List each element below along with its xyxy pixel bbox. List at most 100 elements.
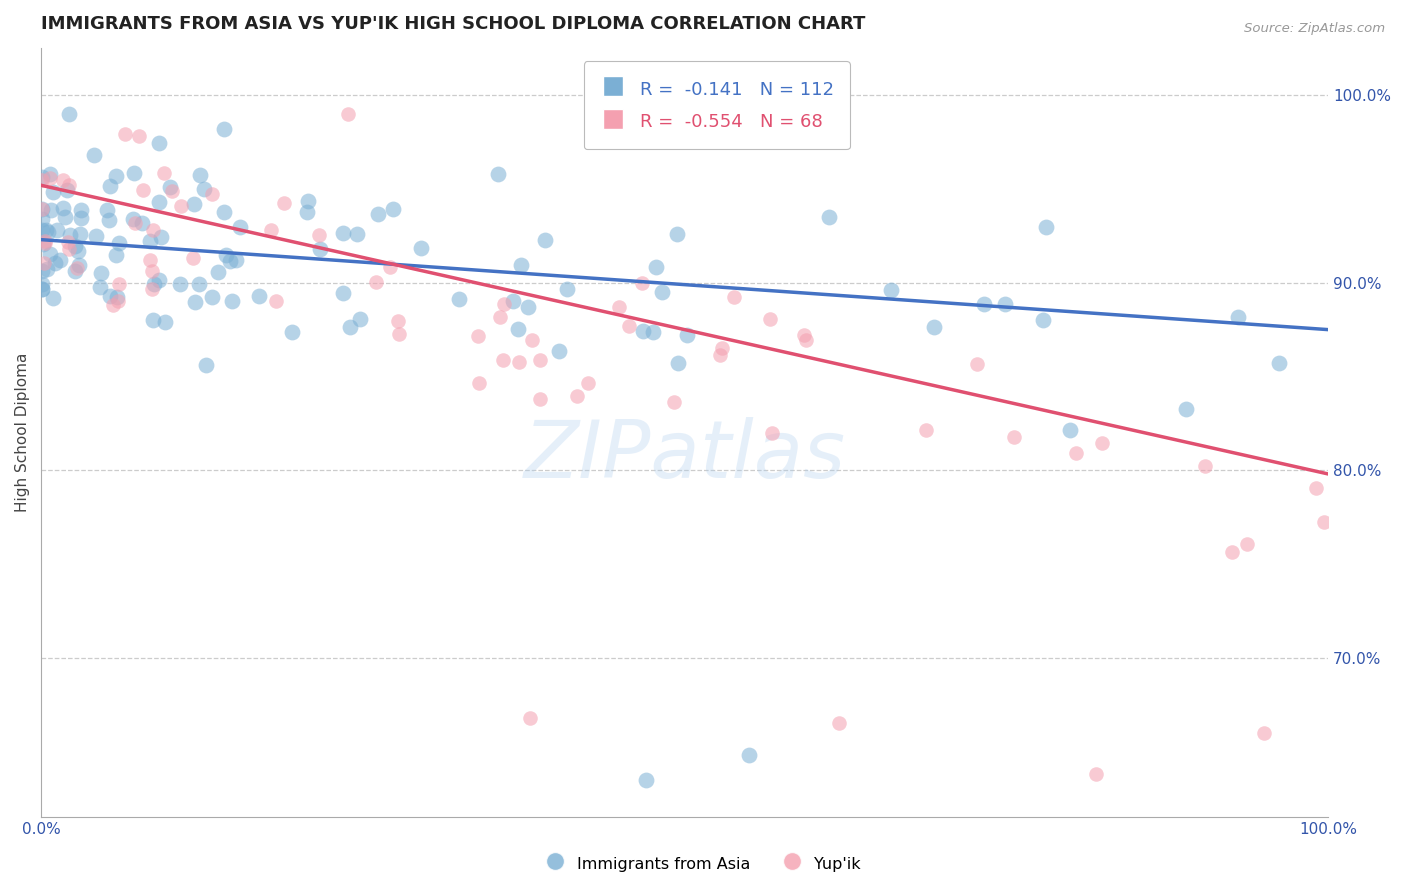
Point xyxy=(63,264,86,278)
Point xyxy=(58,178,80,193)
Point xyxy=(31,223,53,237)
Point xyxy=(31,282,53,296)
Point xyxy=(1085,767,1108,781)
Point xyxy=(214,205,236,219)
Point xyxy=(89,279,111,293)
Point xyxy=(519,711,541,725)
Point xyxy=(309,242,332,256)
Point xyxy=(44,255,66,269)
Point xyxy=(31,282,53,296)
Point xyxy=(486,167,509,181)
Point xyxy=(467,328,489,343)
Point xyxy=(37,225,59,239)
Point xyxy=(39,203,62,218)
Point xyxy=(201,187,224,202)
Point xyxy=(675,327,697,342)
Point xyxy=(229,220,252,235)
Point xyxy=(1313,515,1336,529)
Point xyxy=(759,312,782,326)
Point xyxy=(247,289,270,303)
Point xyxy=(973,297,995,311)
Point xyxy=(104,248,127,262)
Point xyxy=(159,179,181,194)
Point xyxy=(346,227,368,241)
Point xyxy=(548,344,571,359)
Point xyxy=(39,171,62,186)
Point xyxy=(828,716,851,731)
Point xyxy=(1268,356,1291,370)
Point xyxy=(63,239,86,253)
Point xyxy=(1002,430,1025,444)
Point xyxy=(818,211,841,225)
Point xyxy=(1253,725,1275,739)
Legend: R =  -0.141   N = 112, R =  -0.554   N = 68: R = -0.141 N = 112, R = -0.554 N = 68 xyxy=(583,62,849,149)
Point xyxy=(1035,219,1057,234)
Point xyxy=(31,202,53,217)
Point xyxy=(308,227,330,242)
Point xyxy=(55,183,77,197)
Point xyxy=(1305,481,1327,495)
Point xyxy=(187,277,209,291)
Point xyxy=(131,216,153,230)
Point xyxy=(160,184,183,198)
Point xyxy=(143,277,166,291)
Point xyxy=(1031,313,1053,327)
Point xyxy=(447,292,470,306)
Point xyxy=(793,327,815,342)
Point xyxy=(411,241,433,255)
Point xyxy=(557,282,579,296)
Point xyxy=(645,260,668,274)
Point xyxy=(193,182,215,196)
Point xyxy=(66,260,89,275)
Point xyxy=(38,167,60,181)
Point xyxy=(219,254,242,268)
Point xyxy=(492,297,515,311)
Point xyxy=(138,234,160,248)
Point xyxy=(634,772,657,787)
Point xyxy=(67,244,90,258)
Point xyxy=(132,183,155,197)
Point xyxy=(794,333,817,347)
Point xyxy=(529,392,551,406)
Point xyxy=(52,201,75,215)
Point xyxy=(508,355,530,369)
Point xyxy=(69,227,91,242)
Point xyxy=(1091,436,1114,450)
Point xyxy=(58,107,80,121)
Point xyxy=(148,273,170,287)
Point xyxy=(509,258,531,272)
Point xyxy=(153,166,176,180)
Point xyxy=(83,148,105,162)
Point xyxy=(107,293,129,308)
Point xyxy=(387,314,409,328)
Point xyxy=(491,352,513,367)
Point xyxy=(46,223,69,237)
Point xyxy=(643,326,665,340)
Point xyxy=(31,169,53,184)
Point xyxy=(880,283,903,297)
Point xyxy=(332,227,354,241)
Point xyxy=(711,341,734,355)
Point xyxy=(1064,446,1087,460)
Point xyxy=(617,318,640,333)
Point xyxy=(52,173,75,187)
Point xyxy=(188,168,211,182)
Point xyxy=(31,173,53,187)
Point xyxy=(297,194,319,208)
Point xyxy=(349,311,371,326)
Point xyxy=(41,185,63,199)
Point xyxy=(502,294,524,309)
Text: IMMIGRANTS FROM ASIA VS YUP'IK HIGH SCHOOL DIPLOMA CORRELATION CHART: IMMIGRANTS FROM ASIA VS YUP'IK HIGH SCHO… xyxy=(41,15,866,33)
Point xyxy=(631,276,654,290)
Point xyxy=(665,227,688,241)
Point xyxy=(339,320,361,334)
Point xyxy=(39,246,62,260)
Point xyxy=(1194,459,1216,474)
Point xyxy=(32,237,55,252)
Point xyxy=(58,242,80,256)
Point xyxy=(59,227,82,242)
Text: Source: ZipAtlas.com: Source: ZipAtlas.com xyxy=(1244,22,1385,36)
Point xyxy=(914,424,936,438)
Point xyxy=(49,252,72,267)
Y-axis label: High School Diploma: High School Diploma xyxy=(15,353,30,512)
